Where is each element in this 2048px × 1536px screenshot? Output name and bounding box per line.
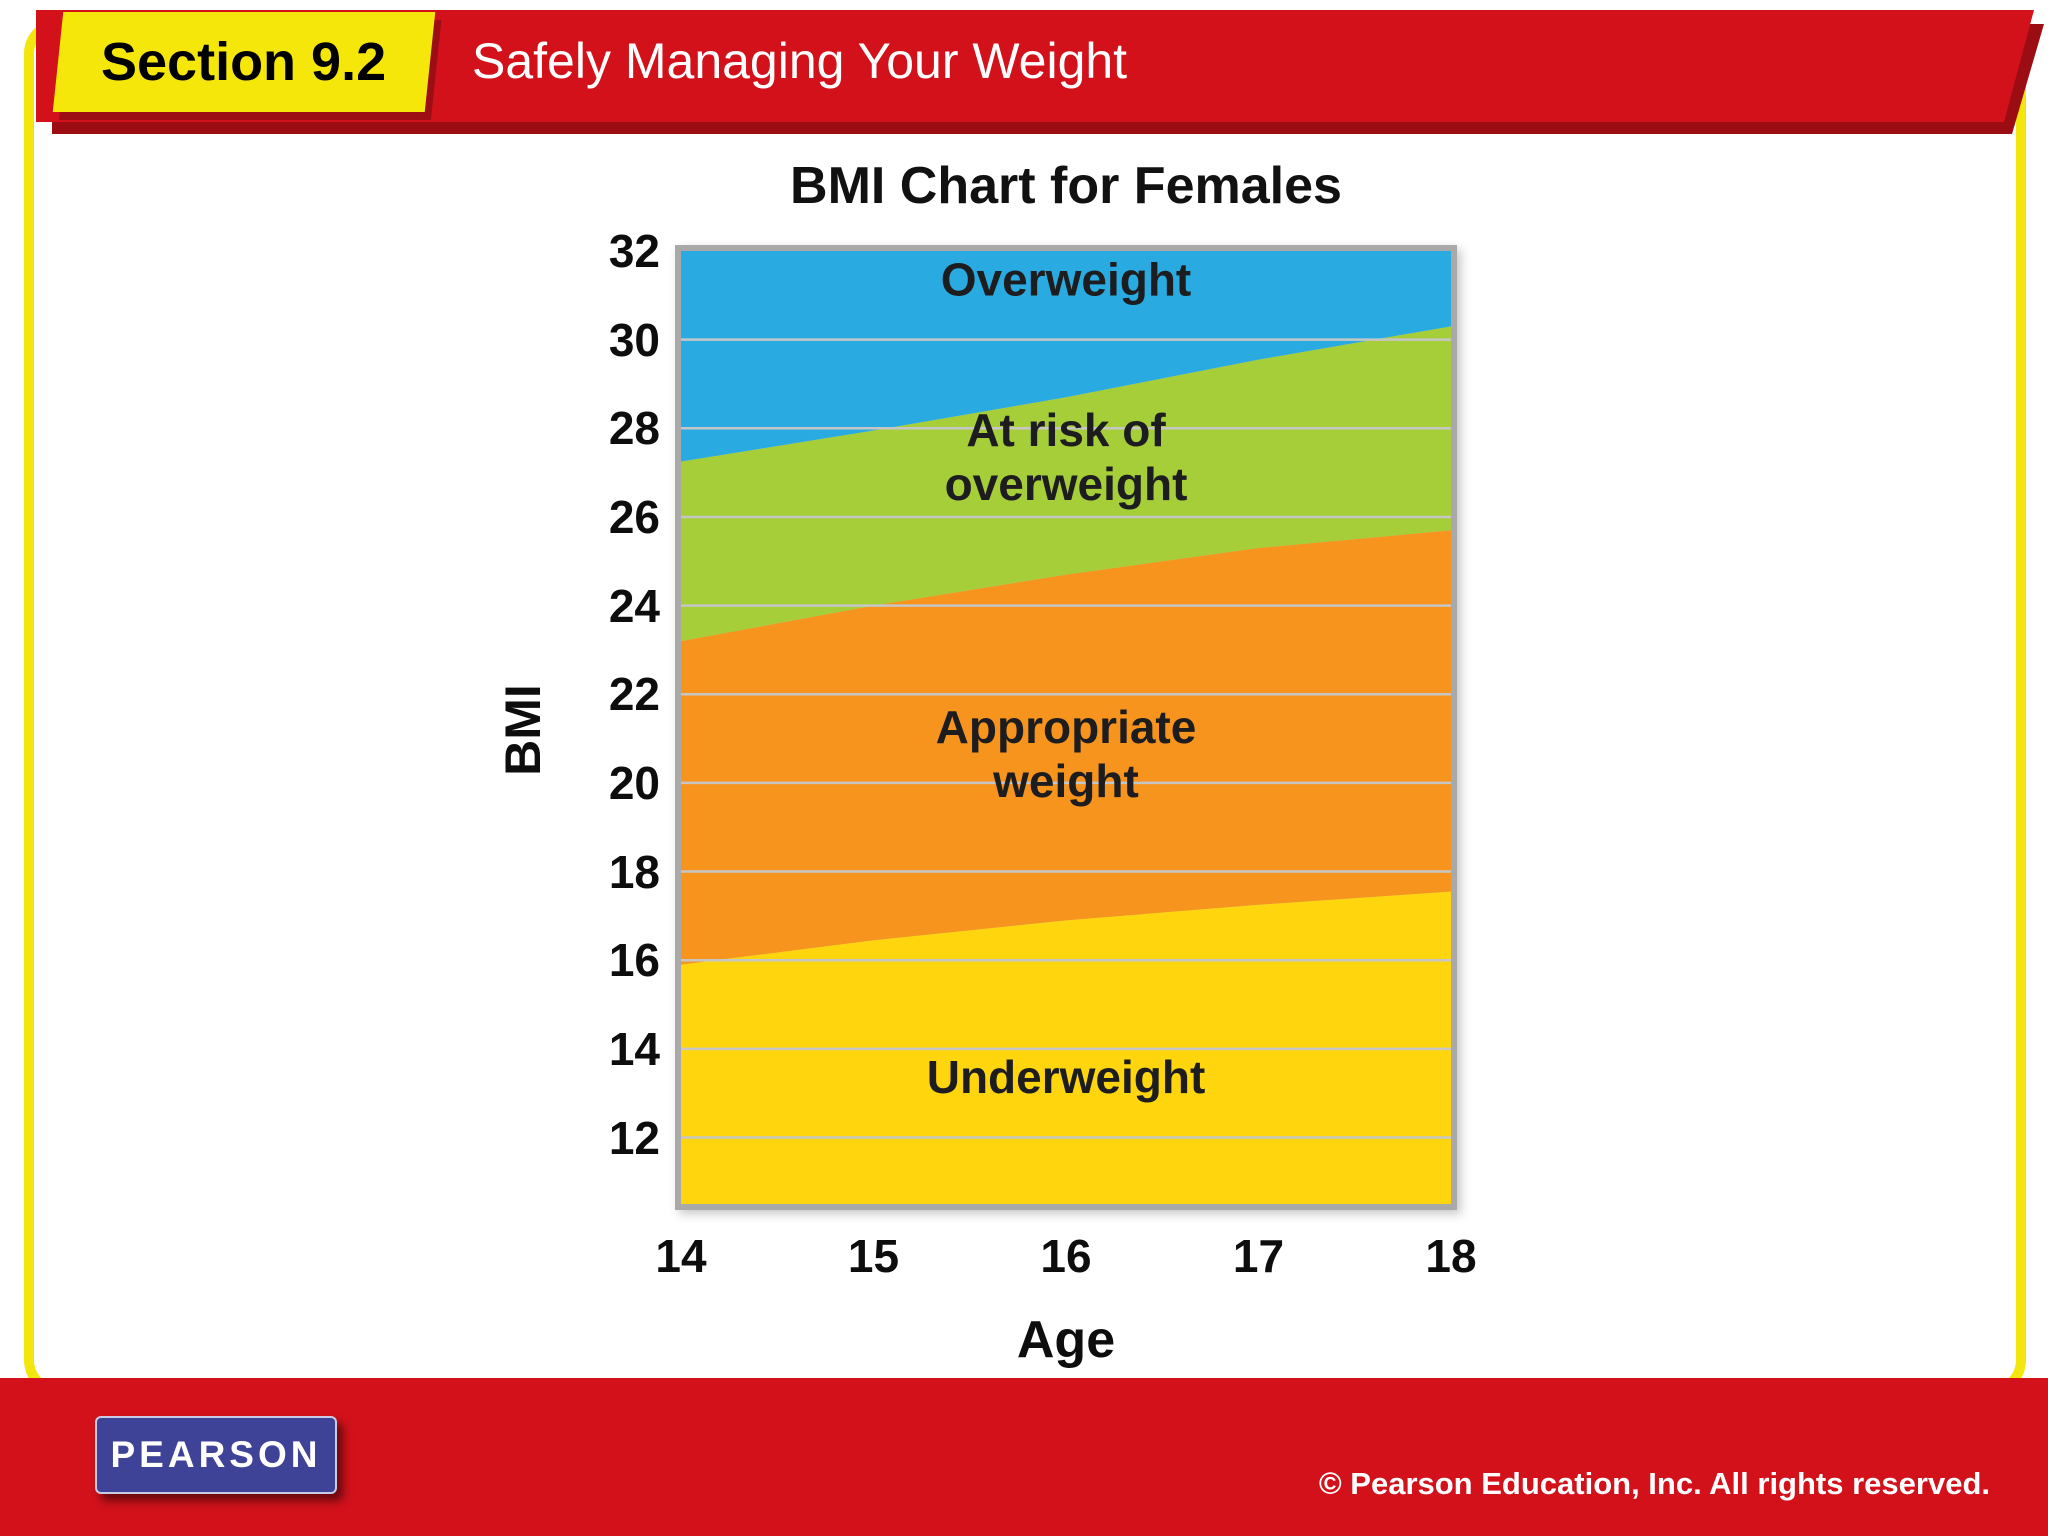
- x-tick-label-18: 18: [1425, 1230, 1477, 1282]
- y-tick-label-18: 18: [608, 845, 660, 898]
- y-tick-label-30: 30: [608, 313, 660, 366]
- zone-area-at-risk-of-overweight: [681, 326, 1451, 642]
- y-tick-label-14: 14: [608, 1022, 660, 1075]
- zone-label-appropriate-weight: weight: [992, 755, 1139, 807]
- y-tick-label-16: 16: [608, 934, 660, 987]
- zone-label-overweight: Overweight: [941, 253, 1192, 305]
- pearson-logo: PEARSON: [95, 1416, 337, 1494]
- chart-title: BMI Chart for Females: [790, 157, 1342, 215]
- y-tick-label-24: 24: [608, 579, 660, 632]
- x-tick-label-16: 16: [1040, 1230, 1092, 1282]
- slide-title: Safely Managing Your Weight: [472, 33, 1128, 89]
- zone-label-at-risk-of-overweight: At risk of: [966, 404, 1166, 456]
- header-bar: Section 9.2 Safely Managing Your Weight: [0, 0, 2048, 150]
- footer-bar: PEARSON © Pearson Education, Inc. All ri…: [0, 1378, 2048, 1536]
- header-ribbon-graphic: [36, 10, 2044, 134]
- zone-label-underweight: Underweight: [927, 1051, 1206, 1103]
- section-label: Section 9.2: [101, 32, 387, 92]
- x-tick-label-15: 15: [847, 1230, 900, 1282]
- section-tab: Section 9.2: [52, 12, 436, 112]
- header-ribbon: [36, 10, 2034, 122]
- y-tick-label-20: 20: [608, 756, 660, 809]
- x-tick-label-14: 14: [655, 1230, 707, 1282]
- y-tick-label-32: 32: [608, 225, 660, 277]
- y-axis-label: BMI: [495, 684, 551, 776]
- y-tick-label-28: 28: [608, 402, 660, 455]
- zone-area-overweight: [681, 251, 1451, 462]
- y-tick-label-12: 12: [608, 1111, 660, 1164]
- y-tick-label-26: 26: [608, 490, 660, 543]
- bmi-chart-block: BMI Chart for Females Underweight Appropr…: [440, 150, 1680, 1400]
- x-tick-label-17: 17: [1232, 1230, 1285, 1282]
- x-axis-label: Age: [1016, 1311, 1116, 1369]
- copyright-text: © Pearson Education, Inc. All rights res…: [1318, 1466, 1990, 1501]
- zone-label-appropriate-weight: Appropriate: [936, 701, 1197, 753]
- y-tick-label-22: 22: [608, 668, 660, 721]
- pearson-logo-text: PEARSON: [110, 1434, 322, 1475]
- plot-frame: [675, 245, 1457, 1210]
- zone-label-at-risk-of-overweight: overweight: [945, 458, 1188, 510]
- zone-area-appropriate-weight: [681, 530, 1451, 965]
